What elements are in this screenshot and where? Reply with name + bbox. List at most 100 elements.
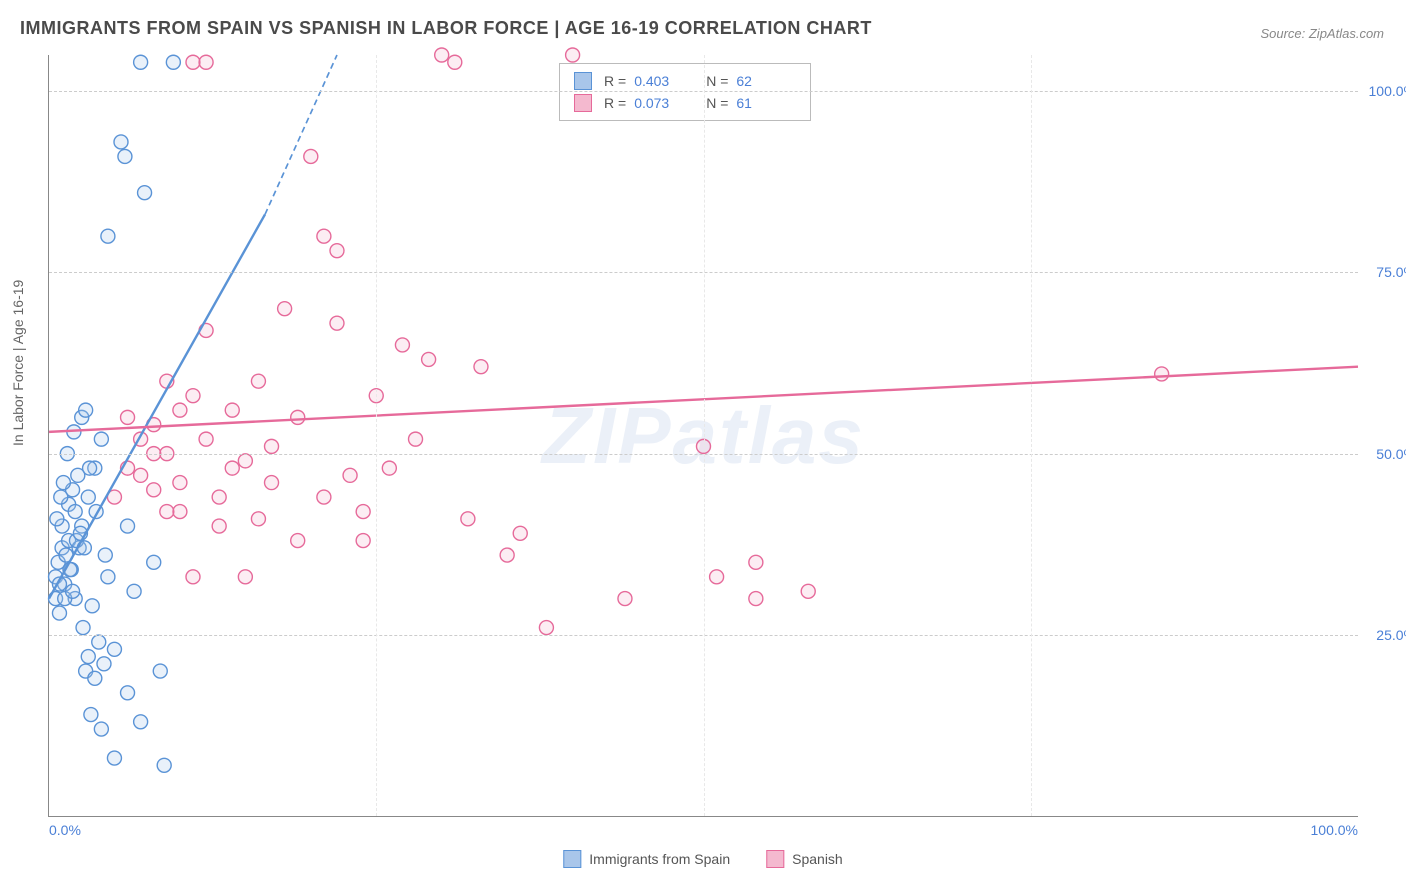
- data-point: [173, 476, 187, 490]
- data-point: [409, 432, 423, 446]
- data-point: [54, 490, 68, 504]
- data-point: [710, 570, 724, 584]
- data-point: [395, 338, 409, 352]
- legend-r-value-2: 0.073: [634, 92, 676, 114]
- data-point: [435, 48, 449, 62]
- data-point: [98, 548, 112, 562]
- legend-swatch-1: [574, 72, 592, 90]
- legend-item-swatch-2: [766, 850, 784, 868]
- legend-row-1: R = 0.403 N = 62: [574, 70, 796, 92]
- data-point: [153, 664, 167, 678]
- data-point: [291, 534, 305, 548]
- data-point: [186, 55, 200, 69]
- data-point: [88, 671, 102, 685]
- legend-item-label-1: Immigrants from Spain: [589, 851, 730, 867]
- data-point: [173, 403, 187, 417]
- data-point: [500, 548, 514, 562]
- data-point: [56, 476, 70, 490]
- data-point: [356, 505, 370, 519]
- data-point: [566, 48, 580, 62]
- legend-r-label-2: R =: [604, 92, 626, 114]
- data-point: [304, 149, 318, 163]
- data-point: [160, 505, 174, 519]
- data-point: [317, 490, 331, 504]
- data-point: [291, 410, 305, 424]
- legend-r-label-1: R =: [604, 70, 626, 92]
- data-point: [356, 534, 370, 548]
- data-point: [422, 352, 436, 366]
- data-point: [173, 505, 187, 519]
- data-point: [1155, 367, 1169, 381]
- data-point: [121, 519, 135, 533]
- data-point: [265, 439, 279, 453]
- data-point: [265, 476, 279, 490]
- data-point: [225, 461, 239, 475]
- legend-r-value-1: 0.403: [634, 70, 676, 92]
- data-point: [278, 302, 292, 316]
- data-point: [212, 490, 226, 504]
- legend-item-1: Immigrants from Spain: [563, 850, 730, 868]
- data-point: [212, 519, 226, 533]
- gridline-v: [704, 55, 705, 816]
- data-point: [618, 592, 632, 606]
- y-tick-label: 100.0%: [1366, 83, 1406, 99]
- data-point: [81, 490, 95, 504]
- data-point: [251, 374, 265, 388]
- data-point: [85, 599, 99, 613]
- y-tick-label: 75.0%: [1366, 264, 1406, 280]
- data-point: [127, 584, 141, 598]
- data-point: [76, 621, 90, 635]
- data-point: [50, 512, 64, 526]
- data-point: [448, 55, 462, 69]
- data-point: [94, 722, 108, 736]
- data-point: [101, 570, 115, 584]
- x-tick-label: 100.0%: [1311, 822, 1358, 838]
- legend-item-swatch-1: [563, 850, 581, 868]
- y-axis-title: In Labor Force | Age 16-19: [10, 280, 26, 446]
- data-point: [147, 555, 161, 569]
- data-point: [134, 715, 148, 729]
- trend-line-extrapolated: [265, 55, 337, 214]
- data-point: [186, 389, 200, 403]
- data-point: [513, 526, 527, 540]
- data-point: [343, 468, 357, 482]
- chart-container: IMMIGRANTS FROM SPAIN VS SPANISH IN LABO…: [0, 0, 1406, 892]
- data-point: [225, 403, 239, 417]
- data-point: [461, 512, 475, 526]
- data-point: [801, 584, 815, 598]
- data-point: [114, 135, 128, 149]
- legend-item-label-2: Spanish: [792, 851, 843, 867]
- data-point: [238, 454, 252, 468]
- data-point: [186, 570, 200, 584]
- data-point: [97, 657, 111, 671]
- data-point: [199, 432, 213, 446]
- legend-item-2: Spanish: [766, 850, 843, 868]
- series-legend: Immigrants from Spain Spanish: [563, 850, 842, 868]
- gridline-v: [376, 55, 377, 816]
- legend-swatch-2: [574, 94, 592, 112]
- legend-n-label-1: N =: [706, 70, 728, 92]
- data-point: [157, 758, 171, 772]
- data-point: [94, 432, 108, 446]
- data-point: [330, 316, 344, 330]
- data-point: [68, 505, 82, 519]
- data-point: [84, 708, 98, 722]
- y-tick-label: 50.0%: [1366, 446, 1406, 462]
- data-point: [118, 149, 132, 163]
- gridline-v: [1031, 55, 1032, 816]
- data-point: [238, 570, 252, 584]
- data-point: [749, 555, 763, 569]
- data-point: [138, 186, 152, 200]
- data-point: [81, 650, 95, 664]
- y-tick-label: 25.0%: [1366, 627, 1406, 643]
- chart-title: IMMIGRANTS FROM SPAIN VS SPANISH IN LABO…: [20, 18, 872, 39]
- data-point: [107, 642, 121, 656]
- data-point: [52, 606, 66, 620]
- legend-n-value-2: 61: [736, 92, 778, 114]
- data-point: [92, 635, 106, 649]
- data-point: [166, 55, 180, 69]
- data-point: [121, 686, 135, 700]
- data-point: [79, 403, 93, 417]
- source-label: Source: ZipAtlas.com: [1260, 26, 1384, 41]
- legend-n-value-1: 62: [736, 70, 778, 92]
